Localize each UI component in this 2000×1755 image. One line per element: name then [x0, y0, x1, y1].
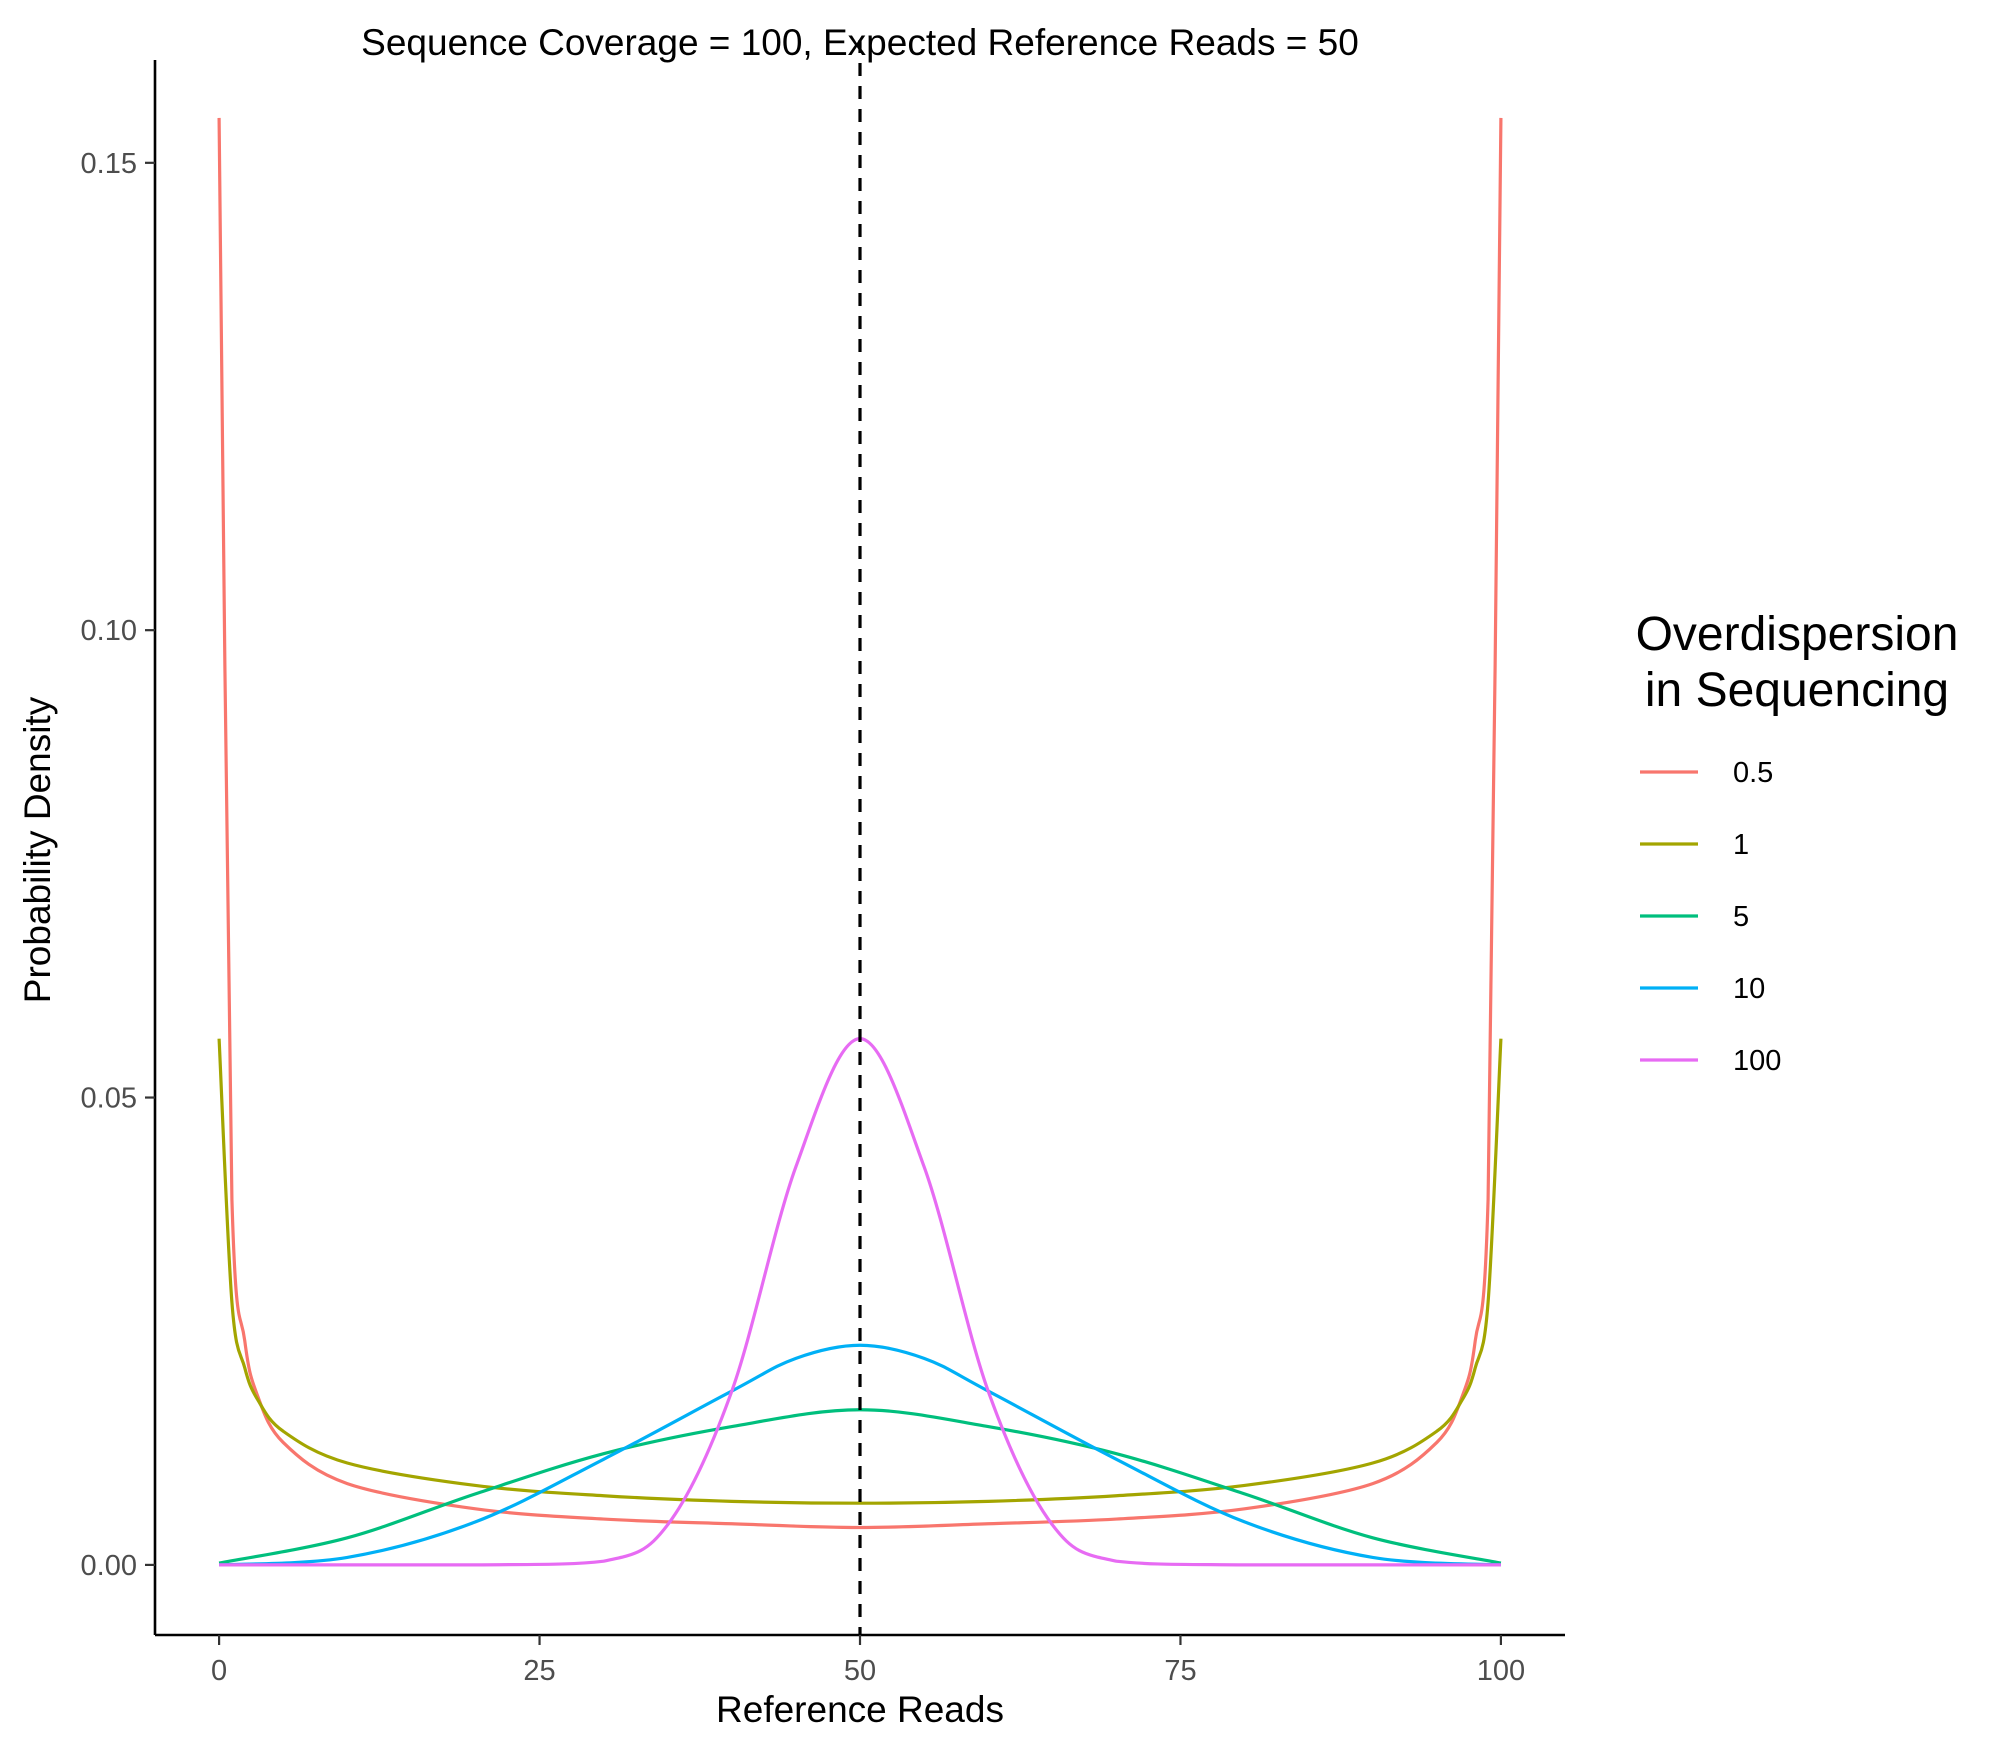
- series-line-1: [217, 1038, 1503, 1505]
- y-tick-label: 0.10: [81, 615, 137, 647]
- series-line-10: [218, 1343, 1502, 1567]
- legend-label: 100: [1733, 1045, 1781, 1077]
- y-tick-label: 0.15: [81, 148, 137, 180]
- y-axis-title: Probability Density: [17, 696, 58, 1003]
- x-tick-label: 0: [211, 1655, 227, 1687]
- legend-label: 5: [1733, 901, 1749, 933]
- series-line-100: [219, 1037, 1501, 1567]
- x-tick-label: 25: [523, 1655, 555, 1687]
- series-line-0-5: [217, 117, 1503, 1530]
- y-tick-label: 0.00: [81, 1550, 137, 1582]
- legend-label: 10: [1733, 973, 1765, 1005]
- x-tick-label: 75: [1164, 1655, 1196, 1687]
- plot-area: [217, 40, 1503, 1635]
- x-tick-label: 50: [844, 1655, 876, 1687]
- x-tick-label: 100: [1477, 1655, 1525, 1687]
- legend-label: 0.5: [1733, 757, 1773, 789]
- legend-label: 1: [1733, 829, 1749, 861]
- y-tick-label: 0.05: [81, 1083, 137, 1115]
- x-axis-title: Reference Reads: [716, 1689, 1004, 1730]
- axes: 0 25 50 75 100 0.00 0.05 0.10 0.15: [81, 60, 1565, 1687]
- legend-title: Overdispersion: [1636, 608, 1959, 661]
- legend-title: in Sequencing: [1645, 664, 1949, 717]
